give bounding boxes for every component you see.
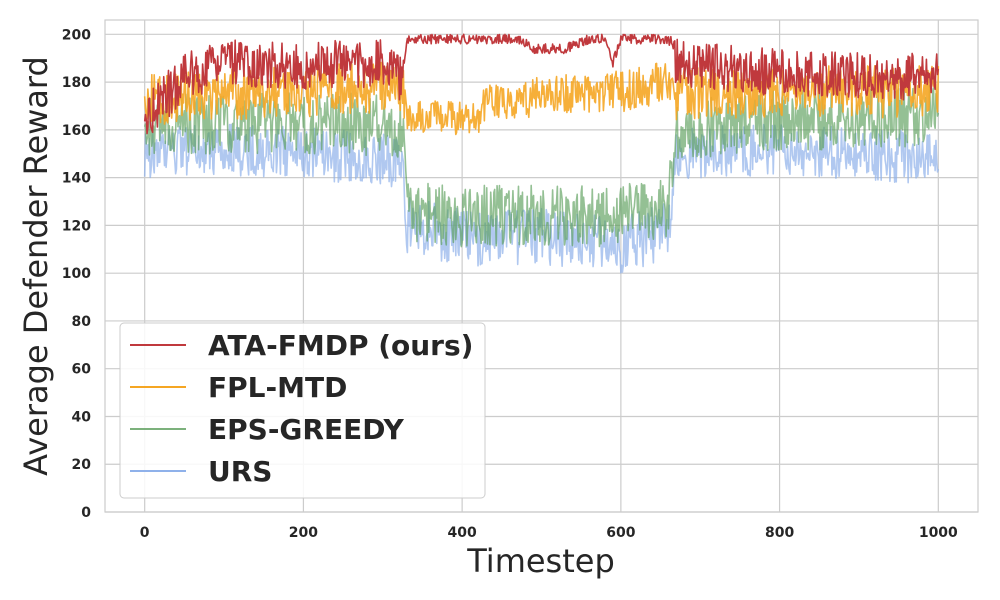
y-tick-label: 180: [62, 75, 91, 91]
y-axis-title: Average Defender Reward: [17, 56, 55, 476]
y-tick-label: 100: [62, 266, 91, 282]
legend-label-ata-fmdp: ATA-FMDP (ours): [208, 329, 473, 362]
series-line-eps-greedy: [143, 85, 940, 248]
y-tick-label: 60: [72, 362, 92, 378]
series-line-fpl-mtd: [143, 61, 940, 136]
tick-labels: 0 200 400 600 800 1000 0 20 40 60 80 100 120 140 160 18…: [62, 27, 958, 541]
legend-box: [119, 322, 486, 499]
x-tick-label: 800: [765, 525, 794, 541]
y-tick-label: 160: [62, 123, 91, 139]
legend-label-eps-greedy: EPS-GREEDY: [208, 413, 404, 446]
x-tick-label: 400: [448, 525, 477, 541]
y-tick-label: 200: [62, 27, 91, 43]
legend: ATA-FMDP (ours) FPL-MTD EPS-GREEDY URS: [119, 322, 486, 499]
legend-label-urs: URS: [208, 455, 272, 488]
x-tick-label: 1000: [919, 525, 958, 541]
x-tick-label: 0: [140, 525, 150, 541]
legend-label-fpl-mtd: FPL-MTD: [208, 371, 347, 404]
x-tick-label: 200: [289, 525, 318, 541]
y-tick-label: 120: [62, 218, 91, 234]
x-axis-title: Timestep: [466, 542, 615, 580]
y-tick-label: 140: [62, 171, 91, 187]
y-tick-label: 80: [72, 314, 92, 330]
y-tick-label: 0: [81, 505, 91, 521]
series-line-ata-fmdp-ours: [143, 33, 940, 135]
y-tick-label: 20: [72, 457, 92, 473]
y-tick-label: 40: [72, 409, 92, 425]
series-layer: [143, 33, 940, 274]
x-tick-label: 600: [606, 525, 635, 541]
